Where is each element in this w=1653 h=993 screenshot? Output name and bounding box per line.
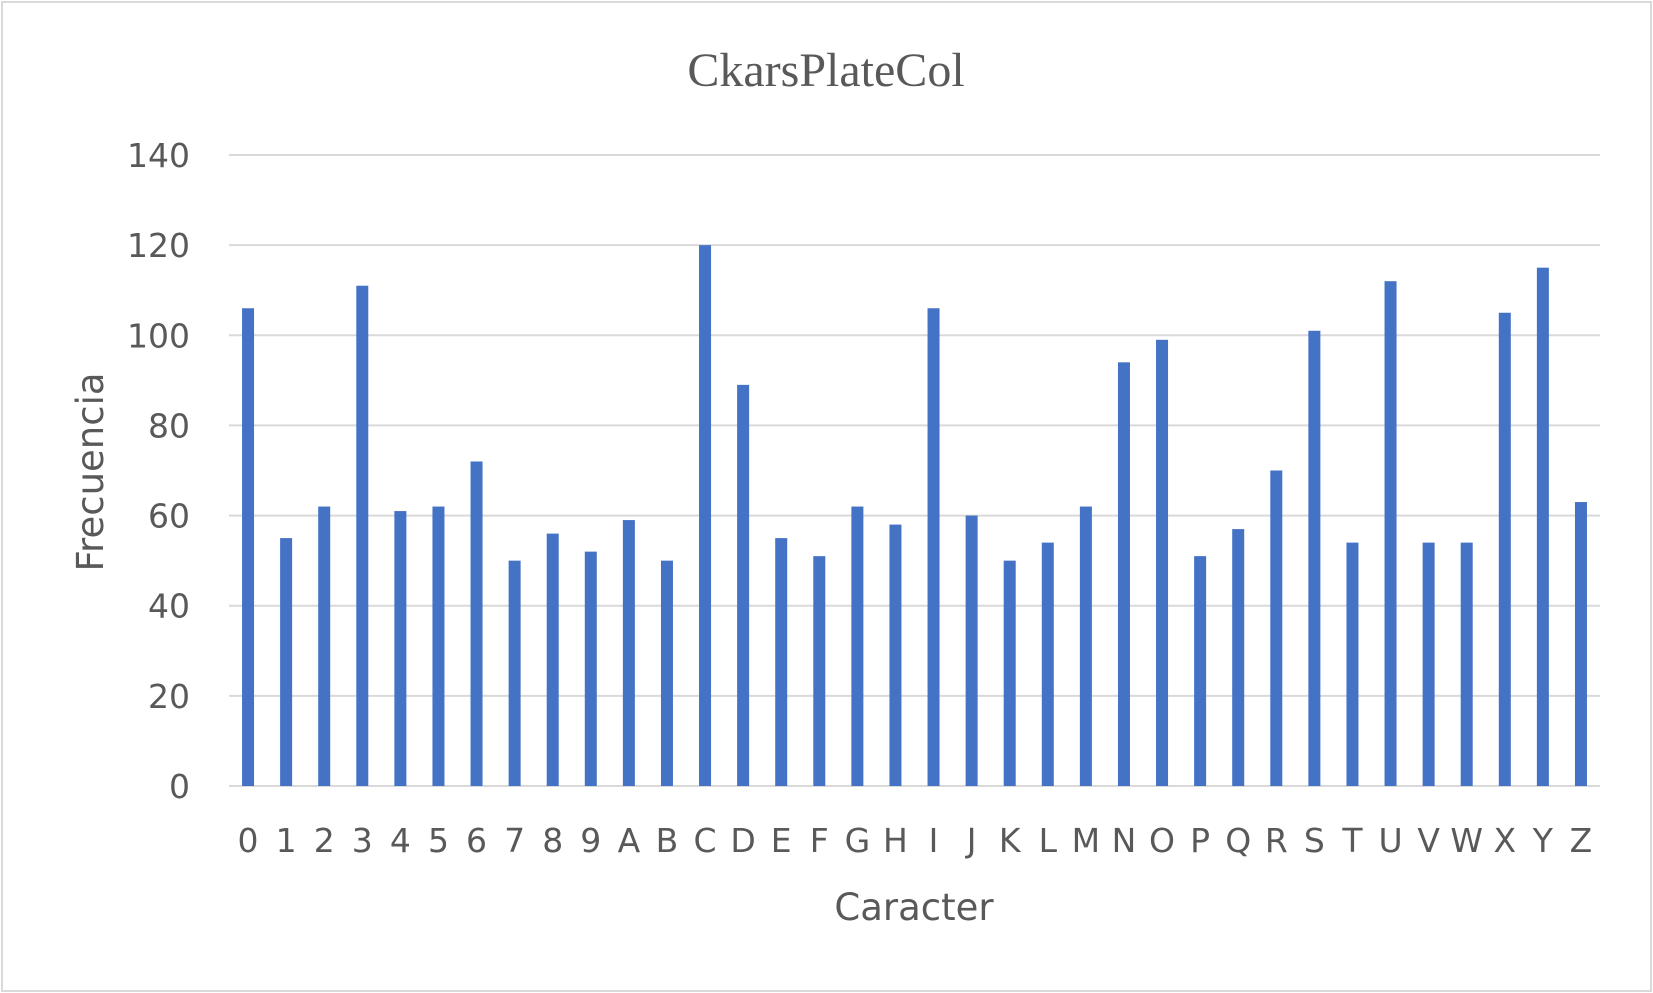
x-tick-label: E <box>771 821 792 860</box>
x-tick-label: G <box>845 821 871 860</box>
bar-W <box>1460 542 1473 786</box>
x-tick-label: Q <box>1225 821 1251 860</box>
x-tick-label: W <box>1450 821 1483 860</box>
bar-H <box>889 524 902 786</box>
x-tick-label: 3 <box>352 821 373 860</box>
bar-F <box>813 556 826 786</box>
x-tick-label: 1 <box>276 821 297 860</box>
bar-Q <box>1232 529 1245 786</box>
x-tick-label: B <box>656 821 679 860</box>
y-tick-label: 60 <box>148 497 190 536</box>
x-tick-label: Y <box>1532 821 1554 860</box>
bar-R <box>1270 470 1283 786</box>
y-axis-ticks: 0 20 40 60 80 100 120 140 <box>127 136 190 806</box>
x-tick-label: A <box>618 821 641 860</box>
bar-7 <box>508 560 521 786</box>
x-tick-label: O <box>1149 821 1175 860</box>
bar-8 <box>546 533 559 786</box>
x-tick-label: P <box>1190 821 1210 860</box>
x-tick-label: U <box>1378 821 1402 860</box>
bar-6 <box>470 461 483 786</box>
bar-U <box>1384 281 1397 786</box>
x-tick-label: 5 <box>428 821 449 860</box>
bar-N <box>1117 362 1130 786</box>
bar-J <box>965 515 978 786</box>
x-tick-label: 8 <box>542 821 563 860</box>
x-tick-label: 0 <box>238 821 259 860</box>
chart-title: CkarsPlateCol <box>687 44 964 97</box>
x-tick-label: 7 <box>504 821 525 860</box>
x-tick-label: 4 <box>390 821 411 860</box>
bar-0 <box>242 308 255 786</box>
bar-M <box>1079 506 1092 786</box>
bar-P <box>1194 556 1207 786</box>
bar-3 <box>356 285 369 786</box>
bar-K <box>1003 560 1016 786</box>
bar-T <box>1346 542 1359 786</box>
y-tick-label: 120 <box>127 226 190 265</box>
bar-Y <box>1536 267 1549 786</box>
y-tick-label: 100 <box>127 316 190 355</box>
x-tick-label: X <box>1493 821 1516 860</box>
bar-G <box>851 506 864 786</box>
x-axis-title: Caracter <box>834 886 994 929</box>
y-tick-label: 40 <box>148 587 190 626</box>
x-tick-label: J <box>965 821 977 860</box>
bar-4 <box>394 511 407 786</box>
y-tick-label: 0 <box>169 767 190 806</box>
x-tick-label: N <box>1112 821 1137 860</box>
bars <box>242 245 1587 787</box>
x-tick-label: K <box>999 821 1022 860</box>
x-tick-label: I <box>929 821 939 860</box>
x-tick-label: Z <box>1570 821 1593 860</box>
x-tick-label: M <box>1072 821 1100 860</box>
bar-D <box>737 384 750 786</box>
x-tick-label: 9 <box>580 821 601 860</box>
x-tick-label: 6 <box>466 821 487 860</box>
bar-B <box>660 560 673 786</box>
gridlines <box>229 154 1600 787</box>
bar-2 <box>318 506 331 786</box>
x-tick-label: D <box>730 821 755 860</box>
bar-O <box>1156 339 1169 786</box>
y-tick-label: 80 <box>148 406 190 445</box>
bar-L <box>1041 542 1054 786</box>
x-tick-label: H <box>883 821 908 860</box>
x-tick-label: R <box>1265 821 1288 860</box>
x-tick-label: V <box>1417 821 1440 860</box>
x-tick-label: 2 <box>314 821 335 860</box>
bar-S <box>1308 330 1321 786</box>
y-tick-label: 140 <box>127 136 190 175</box>
bar-X <box>1498 312 1511 786</box>
y-tick-label: 20 <box>148 677 190 716</box>
y-axis-title: Frecuencia <box>69 372 112 571</box>
bar-5 <box>432 506 445 786</box>
x-tick-label: C <box>694 821 717 860</box>
x-tick-label: F <box>810 821 829 860</box>
bar-I <box>927 308 940 786</box>
bar-V <box>1422 542 1435 786</box>
bar-9 <box>584 551 597 786</box>
bar-Z <box>1574 502 1587 786</box>
bar-E <box>775 538 788 786</box>
x-tick-label: T <box>1341 821 1363 860</box>
bar-1 <box>280 538 293 786</box>
bar-C <box>699 245 712 787</box>
bar-A <box>622 520 635 786</box>
x-tick-label: L <box>1039 821 1058 860</box>
x-tick-label: S <box>1304 821 1325 860</box>
